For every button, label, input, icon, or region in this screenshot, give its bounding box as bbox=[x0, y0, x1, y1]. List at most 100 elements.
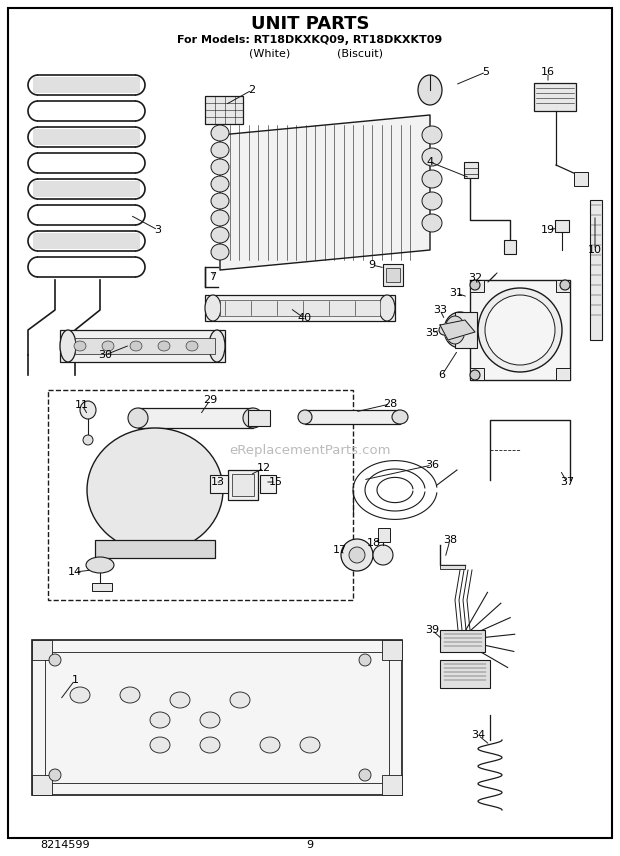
Text: 15: 15 bbox=[269, 477, 283, 487]
Bar bbox=[32, 640, 402, 795]
Text: UNIT PARTS: UNIT PARTS bbox=[250, 15, 370, 33]
Bar bbox=[440, 660, 490, 688]
Bar bbox=[75, 338, 215, 354]
Bar bbox=[60, 330, 225, 362]
Ellipse shape bbox=[150, 737, 170, 753]
Bar bbox=[32, 775, 52, 795]
Ellipse shape bbox=[359, 769, 371, 781]
Ellipse shape bbox=[211, 210, 229, 226]
Ellipse shape bbox=[200, 712, 220, 728]
Text: 39: 39 bbox=[425, 625, 439, 635]
Text: 7: 7 bbox=[210, 272, 216, 282]
Ellipse shape bbox=[102, 341, 114, 351]
Bar bbox=[305, 410, 400, 424]
Bar bbox=[464, 162, 478, 178]
Ellipse shape bbox=[130, 341, 142, 351]
Ellipse shape bbox=[186, 341, 198, 351]
Text: 4: 4 bbox=[427, 157, 433, 167]
Ellipse shape bbox=[560, 280, 570, 290]
Bar bbox=[455, 312, 477, 348]
Text: 34: 34 bbox=[471, 730, 485, 740]
Ellipse shape bbox=[422, 192, 442, 210]
Ellipse shape bbox=[379, 295, 395, 321]
Ellipse shape bbox=[422, 126, 442, 144]
Ellipse shape bbox=[439, 325, 449, 335]
Bar bbox=[556, 280, 570, 292]
Bar bbox=[92, 583, 112, 591]
Bar bbox=[33, 77, 140, 93]
Ellipse shape bbox=[49, 769, 61, 781]
Text: 2: 2 bbox=[249, 85, 255, 95]
Text: 33: 33 bbox=[433, 305, 447, 315]
Text: 37: 37 bbox=[560, 477, 574, 487]
Polygon shape bbox=[220, 115, 430, 270]
Bar bbox=[138, 408, 253, 428]
Text: 5: 5 bbox=[482, 67, 490, 77]
Ellipse shape bbox=[211, 176, 229, 192]
Ellipse shape bbox=[211, 125, 229, 141]
Ellipse shape bbox=[243, 408, 263, 428]
Ellipse shape bbox=[211, 193, 229, 209]
Bar bbox=[590, 200, 602, 340]
Ellipse shape bbox=[349, 547, 365, 563]
Bar bbox=[33, 181, 140, 197]
Ellipse shape bbox=[49, 654, 61, 666]
Text: 3: 3 bbox=[154, 225, 161, 235]
Text: eReplacementParts.com: eReplacementParts.com bbox=[229, 443, 391, 456]
Text: 9: 9 bbox=[368, 260, 376, 270]
Ellipse shape bbox=[205, 295, 221, 321]
Ellipse shape bbox=[128, 408, 148, 428]
Bar bbox=[378, 528, 390, 542]
Text: 1: 1 bbox=[71, 675, 79, 685]
Bar bbox=[440, 630, 485, 652]
Text: 29: 29 bbox=[203, 395, 217, 405]
Ellipse shape bbox=[422, 214, 442, 232]
Ellipse shape bbox=[470, 280, 480, 290]
Bar bbox=[382, 775, 402, 795]
Polygon shape bbox=[440, 320, 475, 340]
Text: 36: 36 bbox=[425, 460, 439, 470]
Bar bbox=[220, 300, 380, 316]
Bar bbox=[440, 565, 465, 569]
Bar bbox=[33, 233, 140, 249]
Text: 9: 9 bbox=[306, 840, 314, 850]
Ellipse shape bbox=[485, 295, 555, 365]
Ellipse shape bbox=[211, 227, 229, 243]
Ellipse shape bbox=[230, 692, 250, 708]
Ellipse shape bbox=[209, 330, 225, 362]
Bar bbox=[48, 390, 353, 600]
Bar bbox=[210, 475, 228, 493]
Bar bbox=[232, 474, 254, 496]
Bar bbox=[33, 129, 140, 145]
Ellipse shape bbox=[422, 148, 442, 166]
Ellipse shape bbox=[211, 159, 229, 175]
Text: 38: 38 bbox=[443, 535, 457, 545]
Ellipse shape bbox=[74, 341, 86, 351]
Ellipse shape bbox=[478, 288, 562, 372]
Text: 16: 16 bbox=[541, 67, 555, 77]
Text: (White): (White) bbox=[249, 48, 291, 58]
Ellipse shape bbox=[60, 330, 76, 362]
Bar bbox=[260, 475, 276, 493]
Text: 28: 28 bbox=[383, 399, 397, 409]
Ellipse shape bbox=[422, 170, 442, 188]
Bar bbox=[470, 280, 484, 292]
Ellipse shape bbox=[170, 692, 190, 708]
Bar bbox=[534, 83, 576, 111]
Text: (Biscuit): (Biscuit) bbox=[337, 48, 383, 58]
Ellipse shape bbox=[445, 316, 465, 344]
Text: 14: 14 bbox=[68, 567, 82, 577]
Text: For Models: RT18DKXKQ09, RT18DKXKT09: For Models: RT18DKXKQ09, RT18DKXKT09 bbox=[177, 35, 443, 45]
Ellipse shape bbox=[470, 370, 480, 380]
Text: 30: 30 bbox=[98, 350, 112, 360]
Ellipse shape bbox=[298, 410, 312, 424]
Bar bbox=[248, 410, 270, 426]
Bar bbox=[470, 368, 484, 380]
Ellipse shape bbox=[444, 312, 476, 348]
Text: 17: 17 bbox=[333, 545, 347, 555]
Ellipse shape bbox=[158, 341, 170, 351]
Ellipse shape bbox=[70, 687, 90, 703]
Text: 8214599: 8214599 bbox=[40, 840, 90, 850]
Text: 32: 32 bbox=[468, 273, 482, 283]
Text: 19: 19 bbox=[541, 225, 555, 235]
